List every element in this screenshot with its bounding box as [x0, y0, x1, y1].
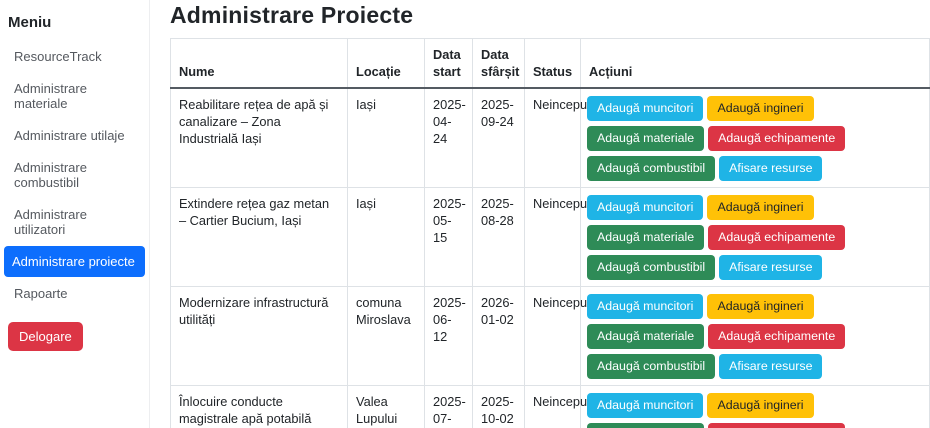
cell-status: Neinceput: [524, 385, 591, 428]
cell-data-start: 2025-06-12: [424, 286, 473, 386]
column-header: Status: [524, 38, 581, 89]
sidebar-nav: ResourceTrack Administrare materiale Admin…: [4, 41, 145, 309]
cell-data-sfarsit: 2025-08-28: [472, 187, 525, 287]
adauga-materiale-button[interactable]: Adaugă materiale: [587, 126, 705, 151]
cell-data-sfarsit: 2026-01-02: [472, 286, 525, 386]
column-header: Locație: [347, 38, 425, 89]
adauga-materiale-button[interactable]: Adaugă materiale: [587, 423, 705, 428]
sidebar-item-administrare-utilaje[interactable]: Administrare utilaje: [14, 128, 125, 143]
cell-locatie: Valea Lupului: [347, 385, 425, 428]
cell-locatie: comuna Miroslava: [347, 286, 425, 386]
sidebar-item-administrare-utilizatori[interactable]: Administrare utilizatori: [14, 207, 87, 237]
adauga-echipamente-button[interactable]: Adaugă echipamente: [708, 423, 846, 428]
sidebar-item-resourcetrack[interactable]: ResourceTrack: [14, 49, 102, 64]
table-row: Înlocuire conducte magistrale apă potabi…: [170, 385, 930, 428]
adauga-ingineri-button[interactable]: Adaugă ingineri: [707, 96, 814, 121]
projects-table: Nume Locație Data start Data sfârșit Status A…: [170, 38, 930, 428]
column-header: Nume: [170, 38, 348, 89]
afisare-resurse-button[interactable]: Afisare resurse: [719, 354, 823, 379]
cell-nume: Reabilitare rețea de apă și canalizare –…: [170, 87, 348, 188]
sidebar-item-administrare-combustibil[interactable]: Administrare combustibil: [14, 160, 87, 190]
adauga-combustibil-button[interactable]: Adaugă combustibil: [587, 354, 716, 379]
adauga-materiale-button[interactable]: Adaugă materiale: [587, 324, 705, 349]
adauga-echipamente-button[interactable]: Adaugă echipamente: [708, 324, 846, 349]
cell-nume: Extindere rețea gaz metan – Cartier Buci…: [170, 187, 348, 287]
adauga-ingineri-button[interactable]: Adaugă ingineri: [707, 294, 814, 319]
adauga-muncitori-button[interactable]: Adaugă muncitori: [587, 393, 704, 418]
cell-status: Neinceput: [524, 87, 591, 188]
cell-status: Neinceput: [524, 187, 591, 287]
sidebar-item-rapoarte[interactable]: Rapoarte: [14, 286, 68, 301]
adauga-echipamente-button[interactable]: Adaugă echipamente: [708, 126, 846, 151]
cell-locatie: Iași: [347, 187, 425, 287]
adauga-combustibil-button[interactable]: Adaugă combustibil: [587, 255, 716, 280]
column-header: Data start: [424, 38, 473, 89]
cell-data-start: 2025-05-15: [424, 187, 473, 287]
afisare-resurse-button[interactable]: Afisare resurse: [719, 156, 823, 181]
table-row: Modernizare infrastructură utilități comu…: [170, 286, 930, 386]
adauga-ingineri-button[interactable]: Adaugă ingineri: [707, 195, 814, 220]
page-title: Administrare Proiecte: [170, 2, 414, 28]
cell-data-start: 2025-04-24: [424, 87, 473, 188]
projects-table-body: Reabilitare rețea de apă și canalizare –…: [170, 87, 930, 428]
adauga-combustibil-button[interactable]: Adaugă combustibil: [587, 156, 716, 181]
sidebar-item-administrare-proiecte[interactable]: Administrare proiecte: [4, 246, 145, 277]
cell-nume: Modernizare infrastructură utilități: [170, 286, 348, 386]
adauga-muncitori-button[interactable]: Adaugă muncitori: [587, 96, 704, 121]
cell-data-sfarsit: 2025-10-02: [472, 385, 525, 428]
sidebar-title: Meniu: [8, 14, 52, 31]
table-row: Extindere rețea gaz metan – Cartier Buci…: [170, 187, 930, 287]
cell-locatie: Iași: [347, 87, 425, 188]
adauga-muncitori-button[interactable]: Adaugă muncitori: [587, 195, 704, 220]
adauga-echipamente-button[interactable]: Adaugă echipamente: [708, 225, 846, 250]
table-row: Reabilitare rețea de apă și canalizare –…: [170, 87, 930, 188]
column-header: Acțiuni: [580, 38, 930, 89]
sidebar-item-administrare-materiale[interactable]: Administrare materiale: [14, 81, 87, 111]
projects-table-header: Nume Locație Data start Data sfârșit Status A…: [170, 38, 930, 89]
main-content: Administrare Proiecte Nume Locație Data st…: [150, 0, 930, 428]
adauga-materiale-button[interactable]: Adaugă materiale: [587, 225, 705, 250]
cell-nume: Înlocuire conducte magistrale apă potabi…: [170, 385, 348, 428]
afisare-resurse-button[interactable]: Afisare resurse: [719, 255, 823, 280]
logout-button[interactable]: Delogare: [8, 322, 83, 351]
adauga-muncitori-button[interactable]: Adaugă muncitori: [587, 294, 704, 319]
adauga-ingineri-button[interactable]: Adaugă ingineri: [707, 393, 814, 418]
column-header: Data sfârșit: [472, 38, 525, 89]
cell-data-sfarsit: 2025-09-24: [472, 87, 525, 188]
sidebar: Meniu ResourceTrack Administrare material…: [0, 0, 150, 428]
cell-status: Neinceput: [524, 286, 591, 386]
cell-data-start: 2025-07-09: [424, 385, 473, 428]
